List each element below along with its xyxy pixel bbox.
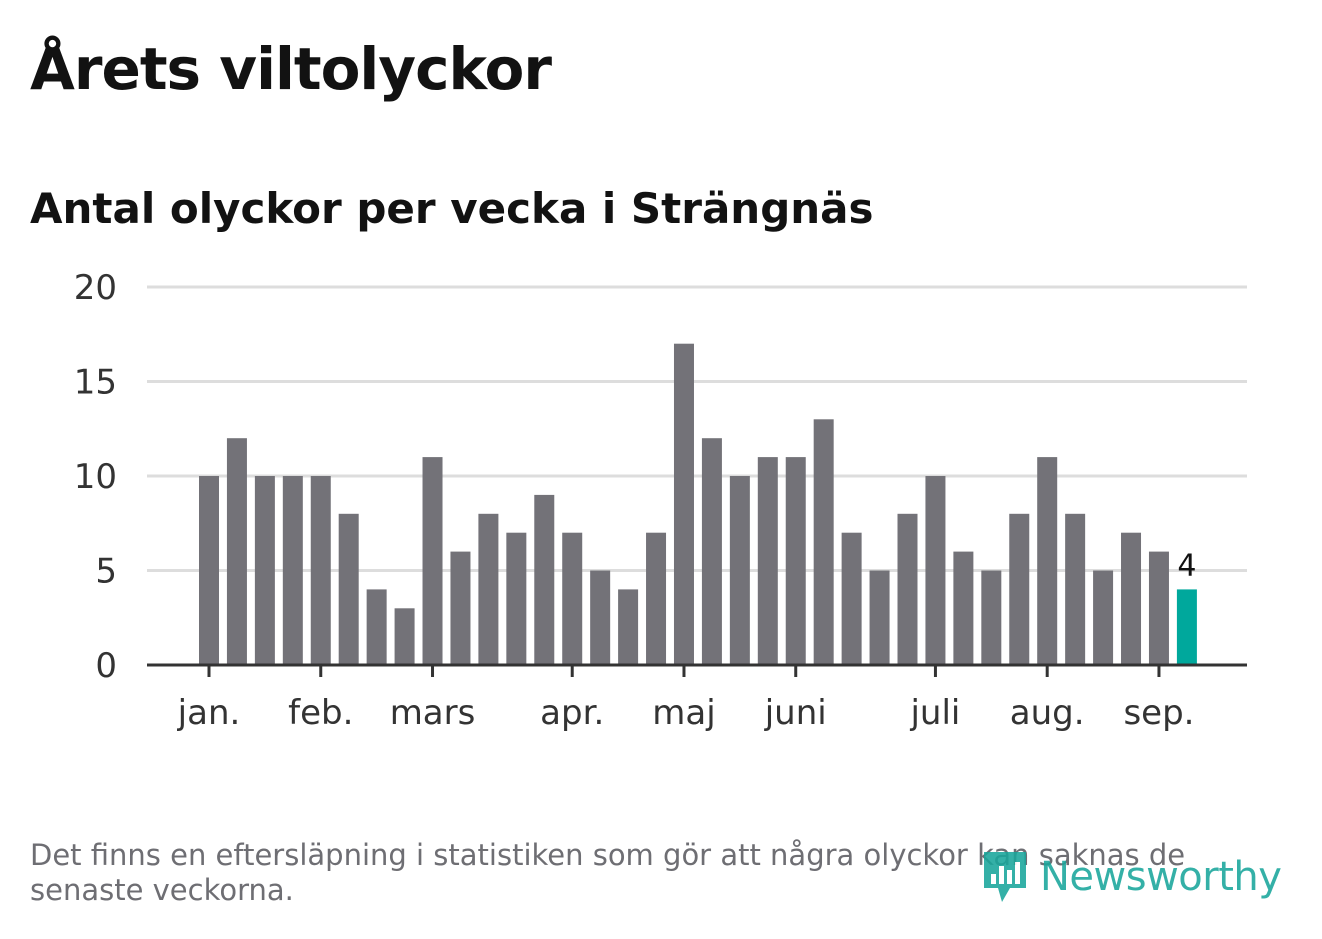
bar [338, 513, 359, 665]
bar [897, 513, 918, 665]
bar [562, 532, 583, 665]
x-tick-label: apr. [540, 693, 604, 733]
bar [254, 476, 275, 665]
x-tick-label: feb. [288, 693, 353, 733]
bar [953, 551, 974, 665]
y-axis-ticks: 0 5 10 15 20 [74, 268, 117, 686]
newsworthy-logo[interactable]: Newsworthy [980, 848, 1282, 906]
x-tick-label: mars [390, 693, 476, 733]
bar [226, 438, 247, 665]
x-tick-label: juni [764, 693, 827, 733]
bar [199, 476, 219, 665]
bar [1121, 532, 1142, 665]
chart-subtitle: Antal olyckor per vecka i Strängnäs [30, 184, 874, 233]
bar [618, 589, 639, 665]
bar [813, 419, 834, 665]
x-tick-label: juli [909, 693, 960, 733]
bar [646, 532, 667, 665]
x-axis-ticks: jan. feb. mars apr. maj juni juli aug. sep. [177, 665, 1194, 733]
bars: 4 [199, 343, 1197, 665]
bar [310, 476, 331, 665]
brand-name: Newsworthy [1040, 854, 1282, 900]
bar [366, 589, 387, 665]
chart-title: Årets viltolyckor [30, 35, 552, 103]
bar [925, 476, 946, 665]
bar-chart: 0 5 10 15 20 4 jan. feb. mars apr. maj juni juli au… [74, 268, 1247, 733]
bar [701, 438, 722, 665]
bar [1093, 570, 1114, 665]
bar [422, 457, 443, 665]
y-tick-label: 15 [74, 363, 117, 403]
x-tick-label: jan. [177, 693, 241, 733]
bar [785, 457, 806, 665]
x-tick-label: sep. [1123, 693, 1194, 733]
bar [757, 457, 778, 665]
y-tick-label: 5 [95, 552, 117, 592]
bar [673, 343, 694, 665]
bar [282, 476, 303, 665]
bar [534, 494, 555, 665]
bar [981, 570, 1002, 665]
bar-latest-week [1176, 589, 1197, 665]
bar [1037, 457, 1058, 665]
y-tick-label: 0 [95, 646, 117, 686]
y-tick-label: 10 [74, 457, 117, 497]
bar [1148, 551, 1169, 665]
bar [506, 532, 527, 665]
y-tick-label: 20 [74, 268, 117, 308]
newsworthy-logo-icon [984, 852, 1026, 902]
bar [869, 570, 890, 665]
bar-data-label: 4 [1177, 548, 1196, 583]
bar [1009, 513, 1030, 665]
bar [590, 570, 611, 665]
bar [841, 532, 862, 665]
bar [478, 513, 499, 665]
bar [394, 608, 415, 665]
x-tick-label: aug. [1010, 693, 1085, 733]
bar [729, 476, 750, 665]
bar [450, 551, 471, 665]
bar [1065, 513, 1086, 665]
x-tick-label: maj [652, 693, 715, 733]
